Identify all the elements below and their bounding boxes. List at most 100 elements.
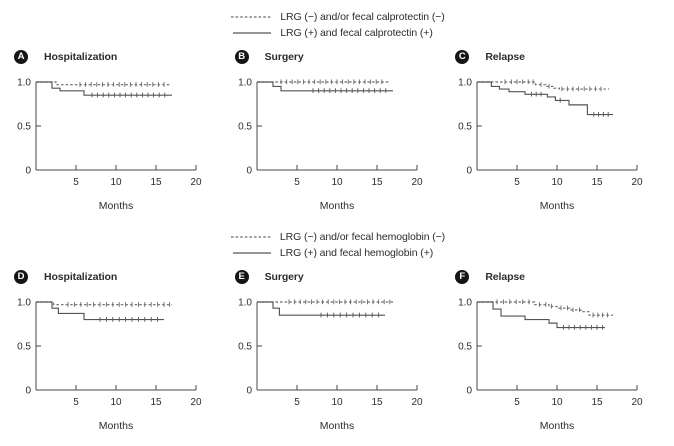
axes bbox=[476, 82, 638, 171]
x-axis-title: Months bbox=[319, 200, 353, 212]
y-tick-label: 1.0 bbox=[17, 298, 31, 309]
legend-hemoglobin: LRG (−) and/or fecal hemoglobin (−) LRG … bbox=[229, 218, 445, 260]
survival-chart-b: 5 10 15 20 0 0.5 1.0 Months bbox=[238, 78, 423, 213]
survival-chart-e: 5 10 15 20 0 0.5 1.0 Months bbox=[238, 298, 423, 433]
y-tick-label: 0.5 bbox=[238, 122, 252, 133]
panel-row-top: A Hospitalization 5 10 15 20 0 0.5 1.0 Months B… bbox=[0, 40, 674, 218]
x-tick-label: 10 bbox=[110, 397, 122, 408]
x-tick-label: 10 bbox=[331, 397, 343, 408]
panel-badge-d: D bbox=[14, 270, 28, 284]
survival-curve-dashed bbox=[477, 301, 614, 316]
y-tick-label: 1.0 bbox=[458, 78, 472, 89]
y-tick-label: 0 bbox=[246, 386, 252, 397]
x-tick-label: 5 bbox=[515, 397, 521, 408]
legend-item-dashed: LRG (−) and/or fecal hemoglobin (−) bbox=[229, 230, 445, 244]
x-tick-label: 20 bbox=[632, 177, 644, 188]
legend-label-solid: LRG (+) and fecal hemoglobin (+) bbox=[279, 247, 434, 259]
x-axis-title: Months bbox=[540, 200, 574, 212]
survival-chart-f: 5 10 15 20 0 0.5 1.0 Months bbox=[458, 298, 643, 433]
axes bbox=[35, 82, 197, 171]
panel-badge-c: C bbox=[455, 50, 470, 64]
panel-title: Hospitalization bbox=[44, 51, 118, 63]
survival-chart-c: 5 10 15 20 0 0.5 1.0 Months bbox=[458, 78, 644, 213]
panel-badge-a: A bbox=[14, 50, 28, 64]
survival-chart-a: 5 10 15 20 0 0.5 1.0 Months bbox=[17, 78, 202, 213]
panel-row-bottom: D Hospitalization 5 10 15 20 0 0.5 1.0 Months E… bbox=[0, 260, 674, 438]
panel-title: Hospitalization bbox=[44, 271, 118, 283]
legend-calprotectin: LRG (−) and/or fecal calprotectin (−) LR… bbox=[229, 0, 445, 40]
x-tick-label: 15 bbox=[371, 397, 383, 408]
panel-header: A Hospitalization bbox=[6, 46, 227, 68]
y-tick-label: 0.5 bbox=[458, 122, 472, 133]
x-tick-label: 5 bbox=[73, 177, 79, 188]
y-tick-label: 0 bbox=[25, 386, 31, 397]
x-tick-label: 10 bbox=[110, 177, 122, 188]
y-tick-label: 0.5 bbox=[17, 342, 31, 353]
panel-header: C Relapse bbox=[447, 46, 668, 68]
legend-item-solid: LRG (+) and fecal calprotectin (+) bbox=[229, 26, 444, 40]
x-tick-label: 5 bbox=[294, 397, 300, 408]
survival-chart-d: 5 10 15 20 0 0.5 1.0 Months bbox=[17, 298, 202, 433]
legend-label-dashed: LRG (−) and/or fecal calprotectin (−) bbox=[280, 11, 445, 23]
x-axis-title: Months bbox=[319, 420, 353, 432]
x-axis-title: Months bbox=[99, 200, 133, 212]
y-tick-label: 0 bbox=[467, 166, 473, 177]
legend-label-solid: LRG (+) and fecal calprotectin (+) bbox=[280, 27, 433, 39]
survival-curve-solid bbox=[256, 81, 393, 92]
panel-badge-b: B bbox=[234, 50, 249, 64]
y-tick-label: 0 bbox=[467, 386, 473, 397]
x-tick-label: 10 bbox=[552, 397, 564, 408]
y-tick-label: 0.5 bbox=[238, 342, 252, 353]
x-axis-title: Months bbox=[540, 420, 574, 432]
x-tick-label: 15 bbox=[150, 397, 162, 408]
panel-header: F Relapse bbox=[447, 266, 668, 288]
panel-c-relapse: C Relapse 5 10 15 20 0 0.5 1.0 Months bbox=[447, 40, 668, 218]
y-tick-label: 1.0 bbox=[238, 78, 252, 89]
panel-f-relapse: F Relapse 5 10 15 20 0 0.5 1.0 Months bbox=[447, 260, 668, 438]
panel-title: Relapse bbox=[485, 51, 525, 63]
solid-line-sample-icon bbox=[233, 32, 272, 34]
axes bbox=[256, 302, 418, 391]
dashed-line-sample-icon bbox=[230, 236, 271, 238]
panel-badge-e: E bbox=[234, 270, 249, 284]
panel-badge-f: F bbox=[455, 270, 470, 284]
x-tick-label: 20 bbox=[190, 397, 202, 408]
x-tick-label: 15 bbox=[592, 177, 604, 188]
axes bbox=[476, 302, 638, 391]
panel-d-hospitalization: D Hospitalization 5 10 15 20 0 0.5 1.0 Months bbox=[6, 260, 227, 438]
x-tick-label: 20 bbox=[411, 397, 423, 408]
x-tick-label: 10 bbox=[331, 177, 343, 188]
x-tick-label: 10 bbox=[552, 177, 564, 188]
panel-header: E Surgery bbox=[227, 266, 448, 288]
solid-line-sample-icon bbox=[232, 252, 271, 254]
x-tick-label: 15 bbox=[592, 397, 604, 408]
survival-curve-solid bbox=[477, 301, 606, 329]
panel-e-surgery: E Surgery 5 10 15 20 0 0.5 1.0 Months bbox=[227, 260, 448, 438]
panel-b-surgery: B Surgery 5 10 15 20 0 0.5 1.0 Months bbox=[227, 40, 448, 218]
y-tick-label: 1.0 bbox=[17, 78, 31, 89]
x-tick-label: 5 bbox=[73, 397, 79, 408]
x-tick-label: 20 bbox=[190, 177, 202, 188]
x-tick-label: 5 bbox=[515, 177, 521, 188]
y-tick-label: 0.5 bbox=[458, 342, 472, 353]
panel-header: B Surgery bbox=[227, 46, 448, 68]
x-tick-label: 5 bbox=[294, 177, 300, 188]
axes bbox=[35, 302, 197, 391]
legend-item-dashed: LRG (−) and/or fecal calprotectin (−) bbox=[229, 10, 445, 24]
panel-title: Surgery bbox=[264, 271, 304, 283]
legend-item-solid: LRG (+) and fecal hemoglobin (+) bbox=[229, 246, 445, 260]
y-tick-label: 0.5 bbox=[17, 122, 31, 133]
x-tick-label: 15 bbox=[150, 177, 162, 188]
legend-label-dashed: LRG (−) and/or fecal hemoglobin (−) bbox=[279, 231, 446, 243]
panel-title: Relapse bbox=[485, 271, 525, 283]
dashed-line-sample-icon bbox=[231, 16, 272, 18]
survival-curve-solid bbox=[36, 301, 164, 321]
panel-title: Surgery bbox=[264, 51, 304, 63]
survival-curve-solid bbox=[36, 81, 172, 96]
survival-curve-dashed bbox=[36, 81, 171, 86]
y-tick-label: 0 bbox=[246, 166, 252, 177]
x-tick-label: 20 bbox=[411, 177, 423, 188]
axes bbox=[256, 82, 418, 171]
survival-curve-solid bbox=[256, 301, 385, 316]
